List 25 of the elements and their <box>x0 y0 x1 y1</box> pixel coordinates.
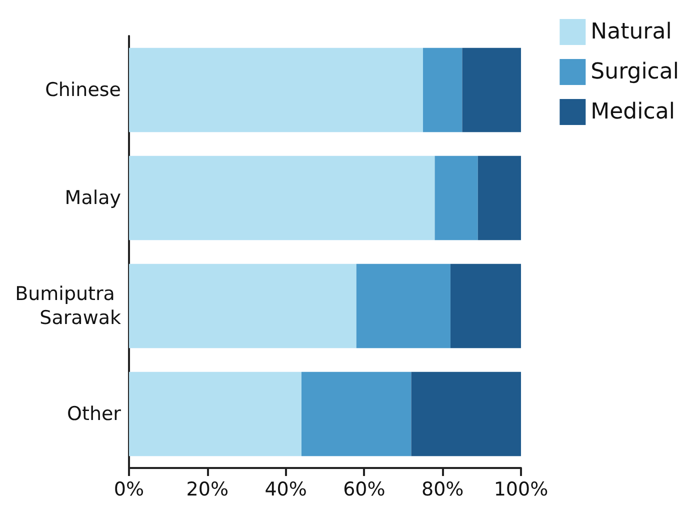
bar <box>301 372 412 456</box>
bar <box>129 372 302 456</box>
bar <box>356 264 450 348</box>
y-tick-label: Other <box>67 403 122 425</box>
legend-label: Surgical <box>590 60 680 84</box>
bar <box>129 48 423 132</box>
bar <box>478 156 521 240</box>
x-tick-label: 60% <box>343 478 386 500</box>
y-tick-label: Chinese <box>45 79 121 101</box>
bar <box>129 156 435 240</box>
bar <box>434 156 478 240</box>
bar <box>411 372 521 456</box>
x-tick-label: 40% <box>264 478 307 500</box>
bar <box>129 264 356 348</box>
x-tick-label: 100% <box>494 478 548 500</box>
x-tick-label: 0% <box>114 478 144 500</box>
bar <box>423 48 462 132</box>
legend-label: Natural <box>590 20 672 44</box>
bar <box>450 264 521 348</box>
bar <box>462 48 521 132</box>
y-tick-label: Malay <box>64 187 121 209</box>
y-tick-label: Bumiputra Sarawak <box>15 283 121 329</box>
x-tick-label: 20% <box>186 478 229 500</box>
legend-label: Medical <box>590 100 675 124</box>
x-tick-label: 80% <box>421 478 464 500</box>
